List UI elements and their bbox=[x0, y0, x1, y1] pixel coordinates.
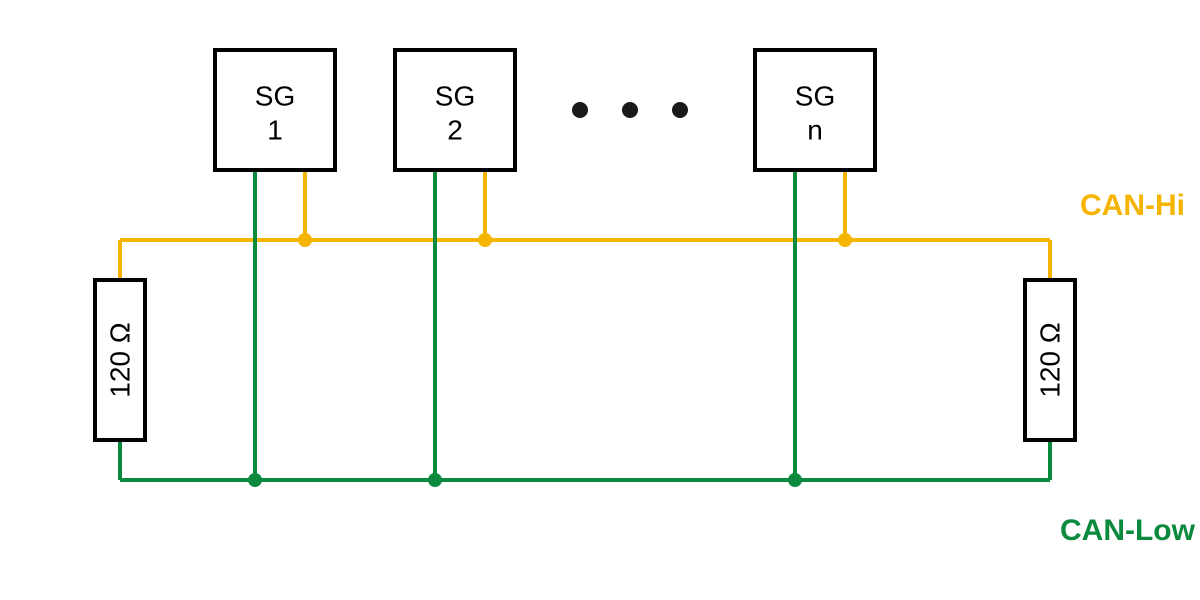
node-sg1-label-top: SG bbox=[255, 81, 295, 112]
sgn-hi-junction bbox=[838, 233, 852, 247]
node-sg2-label-top: SG bbox=[435, 81, 475, 112]
sg1-low-junction bbox=[248, 473, 262, 487]
can-hi-label: CAN-Hi bbox=[1080, 189, 1185, 222]
node-sg2-label-bot: 2 bbox=[447, 115, 463, 146]
ellipsis-dot-3 bbox=[672, 102, 688, 118]
node-sgn-label-top: SG bbox=[795, 81, 835, 112]
node-sgn-label-bot: n bbox=[807, 115, 823, 146]
resistor-right-label: 120 Ω bbox=[1035, 322, 1066, 397]
sgn-low-junction bbox=[788, 473, 802, 487]
sg1-hi-junction bbox=[298, 233, 312, 247]
ellipsis-dot-1 bbox=[572, 102, 588, 118]
node-sg1-label-bot: 1 bbox=[267, 115, 283, 146]
can-low-label: CAN-Low bbox=[1060, 514, 1196, 547]
sg2-low-junction bbox=[428, 473, 442, 487]
can-bus-diagram: 120 Ω120 ΩSG1SG2SGnCAN-HiCAN-Low bbox=[0, 0, 1200, 600]
resistor-left-label: 120 Ω bbox=[105, 322, 136, 397]
sg2-hi-junction bbox=[478, 233, 492, 247]
ellipsis-dot-2 bbox=[622, 102, 638, 118]
